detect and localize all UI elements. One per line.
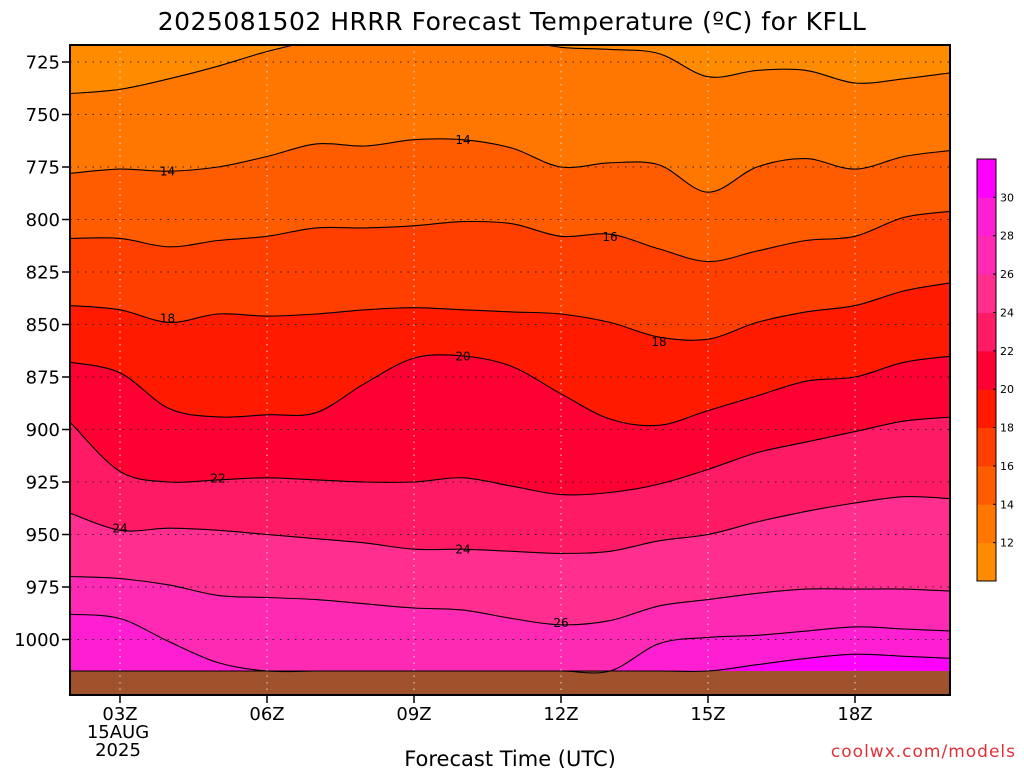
colorbar-label-26: 26 — [1000, 268, 1014, 281]
surface-band — [70, 671, 950, 695]
colorbar-label-16: 16 — [1000, 460, 1014, 473]
y-tick-label-900: 900 — [26, 420, 60, 441]
colorbar-label-18: 18 — [1000, 422, 1014, 435]
x-tick-sublabel: 2025 — [95, 740, 141, 761]
colorbar-label-28: 28 — [1000, 230, 1014, 243]
x-tick-label-09Z: 09Z — [396, 704, 431, 725]
contour-labels: 14 14 16 18 18 20 22 24 24 26 — [112, 133, 666, 630]
contour-14 — [70, 138, 950, 193]
colorbar-swatch — [977, 542, 996, 582]
contour-label-22: 22 — [210, 471, 225, 485]
contour-26 — [70, 575, 950, 626]
plot-grid — [70, 45, 950, 695]
colorbar-swatch — [977, 504, 996, 544]
temperature-fill-bands — [70, 45, 950, 695]
colorbar-swatch — [977, 427, 996, 467]
contour-label-26: 26 — [553, 616, 568, 630]
contour-label-18: 18 — [160, 312, 175, 326]
colorbar-swatch — [977, 465, 996, 505]
y-tick-label-775: 775 — [26, 158, 60, 179]
contour-label-24: 24 — [455, 543, 470, 557]
colorbar-label-12: 12 — [1000, 537, 1014, 550]
x-tick-label-06Z: 06Z — [249, 704, 284, 725]
x-tick-label-03Z: 03Z — [102, 704, 137, 725]
temperature-contour-lines — [70, 45, 950, 674]
x-tick-sublabel: 15AUG — [87, 722, 149, 743]
colorbar-label-30: 30 — [1000, 191, 1014, 204]
colorbar-label-20: 20 — [1000, 383, 1014, 396]
colorbar-swatch — [977, 312, 996, 352]
y-tick-label-1000: 1000 — [14, 630, 60, 651]
surface-ground-band — [70, 671, 950, 695]
colorbar-swatch — [977, 159, 996, 198]
x-tick-label-18Z: 18Z — [837, 704, 872, 725]
contour-22 — [70, 416, 950, 496]
y-tick-label-925: 925 — [26, 473, 60, 494]
colorbar-swatch — [977, 389, 996, 429]
colorbar-label-24: 24 — [1000, 306, 1014, 319]
y-tick-label-950: 950 — [26, 525, 60, 546]
y-tick-label-800: 800 — [26, 210, 60, 231]
contour-label-16: 16 — [602, 230, 617, 244]
contour-18 — [70, 282, 950, 341]
colorbar-label-22: 22 — [1000, 345, 1014, 358]
colorbar-swatch — [977, 235, 996, 275]
chart-title: 2025081502 HRRR Forecast Temperature (ºC… — [158, 7, 867, 36]
contour-label-14: 14 — [160, 165, 175, 179]
x-tick-label-12Z: 12Z — [543, 704, 578, 725]
contour-label-18: 18 — [651, 335, 666, 349]
x-axis-title: Forecast Time (UTC) — [404, 747, 616, 768]
contour-16 — [70, 210, 950, 263]
contour-24 — [70, 496, 950, 554]
colorbar: 12 14 16 18 20 22 24 26 28 30 — [976, 158, 1014, 582]
contour-label-14: 14 — [455, 133, 470, 147]
y-axis-ticks: 725 750 775 800 825 850 875 900 925 950 975 1000 — [14, 53, 70, 651]
y-tick-label-725: 725 — [26, 53, 60, 74]
colorbar-swatch — [977, 350, 996, 390]
contour-20 — [70, 354, 950, 427]
contour-12 — [70, 45, 950, 95]
x-tick-label-15Z: 15Z — [690, 704, 725, 725]
colorbar-swatch — [977, 274, 996, 313]
y-tick-label-825: 825 — [26, 263, 60, 284]
y-tick-label-750: 750 — [26, 105, 60, 126]
site-credit: coolwx.com/models — [831, 742, 1016, 762]
y-tick-label-975: 975 — [26, 578, 60, 599]
contour-30 — [71, 653, 950, 672]
colorbar-frame — [976, 158, 997, 582]
contour-label-24: 24 — [112, 522, 127, 536]
colorbar-swatch — [977, 197, 996, 237]
y-tick-label-875: 875 — [26, 368, 60, 389]
y-tick-label-850: 850 — [26, 315, 60, 336]
colorbar-label-14: 14 — [1000, 498, 1014, 511]
plot-frame — [69, 44, 951, 696]
contour-label-20: 20 — [455, 350, 470, 364]
